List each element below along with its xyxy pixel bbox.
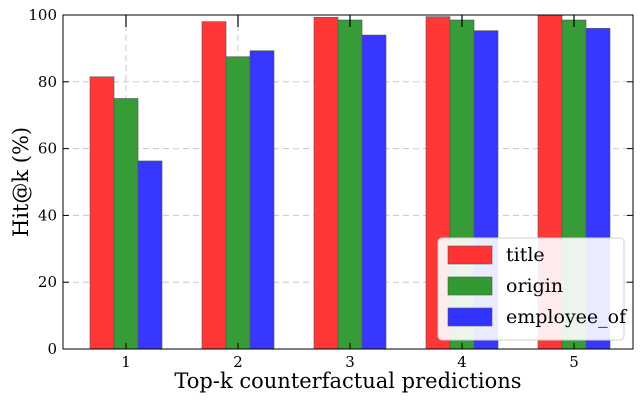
bar-origin-1 [113,98,139,350]
bar-employee-of-1 [137,160,163,350]
bar-employee-of-2 [249,50,275,350]
legend-label-employee-of: employee_of [506,306,628,328]
axis-ticks: 0 20 40 60 80 100 1 2 3 4 5 [28,6,633,371]
plot-frame [62,14,634,350]
legend-swatch-origin [447,276,493,296]
bar-origin-3 [337,19,363,350]
x-tick-label: 3 [345,353,355,371]
bar-origin-2 [225,56,251,350]
bar-title-2 [201,21,227,350]
y-tick-label: 100 [28,6,57,24]
y-tick-label: 0 [47,340,57,358]
y-axis-label: Hit@k (%) [9,127,33,237]
legend-label-origin: origin [506,275,563,297]
legend-swatch-employee-of [447,307,493,327]
x-tick-label: 5 [569,353,579,371]
y-tick-label: 60 [38,140,57,158]
x-tick-label: 1 [121,353,131,371]
bar-title-3 [313,17,339,350]
x-tick-label: 2 [233,353,243,371]
legend-label-title: title [506,244,545,266]
legend: title origin employee_of [437,237,628,341]
y-tick-label: 80 [38,73,57,91]
x-tick-label: 4 [457,353,467,371]
y-tick-label: 40 [38,206,57,224]
y-tick-label: 20 [38,273,57,291]
legend-swatch-title [447,245,493,265]
bar-title-1 [89,76,115,350]
x-axis-label: Top-k counterfactual predictions [174,369,521,393]
bar-employee-of-3 [361,34,387,350]
